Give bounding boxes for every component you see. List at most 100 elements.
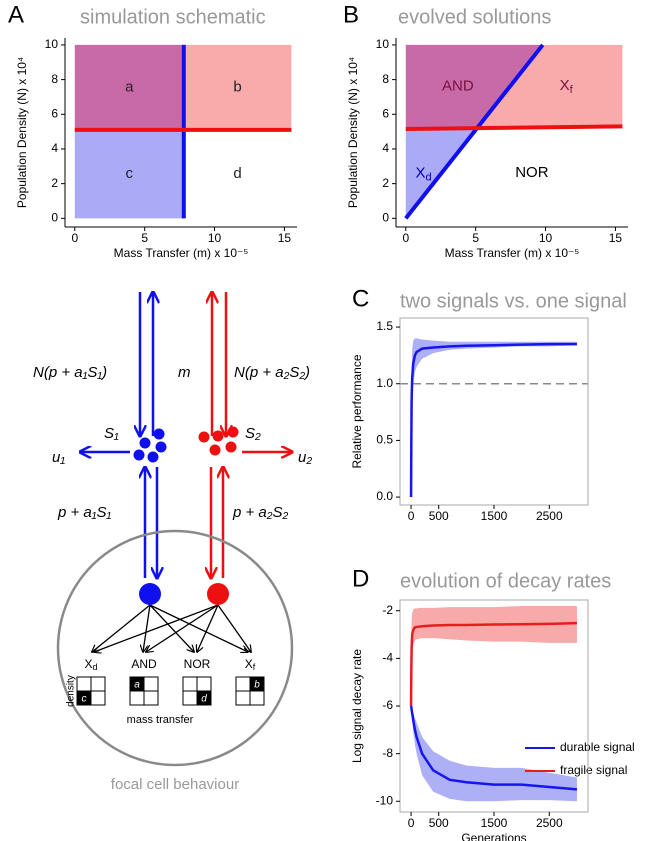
arrow: [149, 604, 194, 652]
x-tick-label: 2500: [536, 816, 563, 830]
y-tick-label: 6: [51, 106, 58, 120]
x-tick-label: 1500: [481, 816, 508, 830]
y-tick-label: -4: [382, 651, 393, 665]
x-tick-label: 5: [141, 231, 148, 245]
cell-label: a: [134, 680, 140, 691]
region: [74, 44, 184, 130]
input-node: [139, 583, 161, 605]
chart-title: evolution of decay rates: [400, 570, 611, 592]
y-tick-label: 8: [382, 72, 389, 86]
region: [476, 44, 623, 129]
y-tick-label: 6: [382, 106, 389, 120]
region-label: a: [125, 78, 134, 95]
cell-label: d: [201, 694, 207, 705]
label-part: X: [416, 164, 426, 181]
x-tick-label: 500: [429, 509, 449, 523]
legend-label: durable signal: [560, 740, 635, 754]
region-label: c: [126, 165, 134, 182]
label-part: X: [84, 657, 92, 671]
schematic: N(p + a₁S₁) m N(p + a₂S₂) S₁ S₂ u₁ u₂ p …: [33, 292, 312, 793]
series-line: [409, 705, 578, 791]
region: [183, 44, 292, 130]
region-label: NOR: [515, 164, 549, 181]
x-axis-label: Mass Transfer (m) x 10⁻⁵: [445, 246, 580, 260]
region: [74, 129, 184, 219]
y-tick-label: 0.5: [376, 433, 393, 447]
region: [405, 126, 623, 219]
x-tick-label: 1500: [481, 509, 508, 523]
uncertainty-band: [411, 706, 577, 802]
y-tick-label: 8: [51, 72, 58, 86]
dot: [225, 441, 237, 453]
panel-label: A: [8, 1, 24, 28]
arrow: [146, 604, 219, 652]
x-tick-label: 0: [71, 231, 78, 245]
y-tick-label: 2: [51, 176, 58, 190]
y-tick-label: -10: [376, 793, 394, 807]
arrow: [197, 604, 219, 652]
x-tick-label: 15: [609, 231, 623, 245]
x-tick-label: 0: [402, 231, 409, 245]
y-tick-label: 0.0: [376, 489, 393, 503]
cell-outline: [56, 529, 294, 767]
mass-transfer-label: m: [178, 364, 191, 381]
chart-title: evolved solutions: [398, 6, 551, 28]
y-tick-label: -6: [382, 698, 393, 712]
flux-label: N(p + a₂S₂): [234, 364, 310, 381]
flux-label: N(p + a₁S₁): [33, 364, 107, 381]
behaviour-label: NOR: [184, 657, 211, 671]
series-line: [409, 342, 577, 498]
active-cell: [77, 691, 91, 705]
signal-label: S₂: [245, 425, 261, 442]
x-tick-label: 10: [539, 231, 553, 245]
decay-label: u₂: [298, 449, 312, 466]
y-tick-label: 0: [51, 211, 58, 225]
dot: [212, 430, 224, 442]
y-axis-label: Population Density (N) x 10⁴: [346, 57, 360, 208]
cell-label: c: [82, 694, 87, 705]
arrow: [217, 604, 251, 652]
y-axis-label: Log signal decay rate: [350, 649, 364, 763]
y-tick-label: -2: [382, 603, 393, 617]
x-axis-label: Mass Transfer (m) x 10⁻⁵: [114, 246, 249, 260]
label-part: X: [245, 657, 253, 671]
y-axis-label: Relative performance: [350, 354, 364, 468]
x-tick-label: 2500: [536, 509, 563, 523]
signal-label: S₁: [104, 425, 119, 442]
arrow: [143, 604, 151, 652]
x-tick-label: 0: [408, 509, 415, 523]
y-axis-label: Population Density (N) x 10⁴: [15, 57, 29, 208]
schematic-title: focal cell behaviour: [111, 776, 239, 793]
uptake-label: p + a₂S₂: [232, 504, 289, 521]
active-cell: [130, 677, 144, 691]
region-label: AND: [442, 78, 474, 95]
uncertainty-band: [411, 338, 577, 498]
signal-dots: [198, 426, 239, 456]
y-tick-label: -8: [382, 746, 393, 760]
arrow: [94, 604, 219, 652]
x-tick-label: 500: [429, 816, 449, 830]
arrow: [92, 604, 151, 652]
uptake-label: p + a₁S₁: [57, 504, 112, 521]
dot: [227, 426, 239, 438]
dot: [133, 449, 145, 461]
chart-title: simulation schematic: [80, 6, 266, 28]
dot: [209, 444, 221, 456]
y-tick-label: 4: [382, 141, 389, 155]
connections: [92, 604, 251, 652]
cell-label: b: [254, 680, 260, 691]
y-tick-label: 4: [51, 141, 58, 155]
axis-label: density: [66, 675, 77, 707]
boundary-line: [405, 124, 623, 132]
truth-grids: [76, 676, 265, 706]
label-part: X: [560, 77, 570, 94]
y-tick-label: 10: [45, 37, 59, 51]
region-label: b: [233, 78, 241, 95]
region: [183, 129, 292, 219]
input-node: [207, 583, 229, 605]
